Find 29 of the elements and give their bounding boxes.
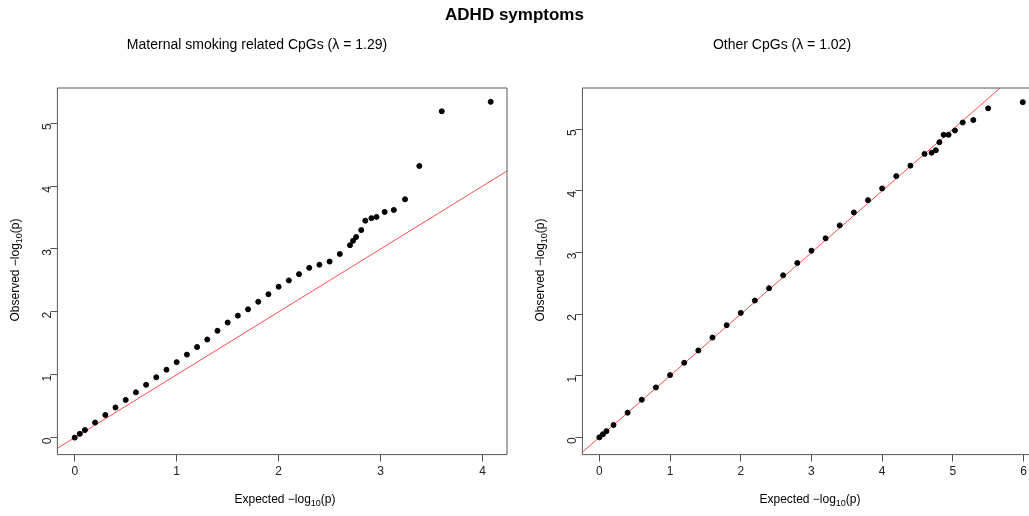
y-tick-label: 3 [564,252,579,260]
y-tick-label: 4 [564,190,579,198]
y-tick-label: 5 [564,128,579,136]
y-tick-label: 0 [39,437,54,445]
x-axis-title: Expected −log$_{10}$(p) [233,492,337,509]
x-tick-label: 0 [71,464,79,479]
chart-title: ADHD symptoms [444,5,585,25]
x-tick-label: 0 [596,464,604,479]
x-tick-label: 3 [377,464,385,479]
y-tick-label: 3 [39,248,54,256]
x-tick-label: 3 [808,464,816,479]
x-tick-label: 2 [737,464,745,479]
x-tick-label: 4 [479,464,487,479]
x-tick-label: 1 [173,464,181,479]
chart-subtitle: Maternal smoking related CpGs (λ = 1.29) [125,36,389,52]
y-tick-label: 4 [39,185,54,193]
y-tick-label: 2 [564,313,579,321]
y-tick-label: 1 [39,374,54,382]
x-tick-label: 1 [666,464,674,479]
x-axis-title: Expected −log$_{10}$(p) [758,492,862,509]
chart-subtitle: Other CpGs (λ = 1.02) [711,36,853,52]
x-tick-label: 6 [1020,464,1028,479]
x-tick-label: 4 [878,464,886,479]
x-tick-label: 2 [275,464,283,479]
y-tick-label: 1 [564,375,579,383]
y-tick-label: 0 [564,437,579,445]
y-tick-label: 2 [39,311,54,319]
y-tick-label: 5 [39,122,54,130]
x-tick-label: 5 [949,464,957,479]
